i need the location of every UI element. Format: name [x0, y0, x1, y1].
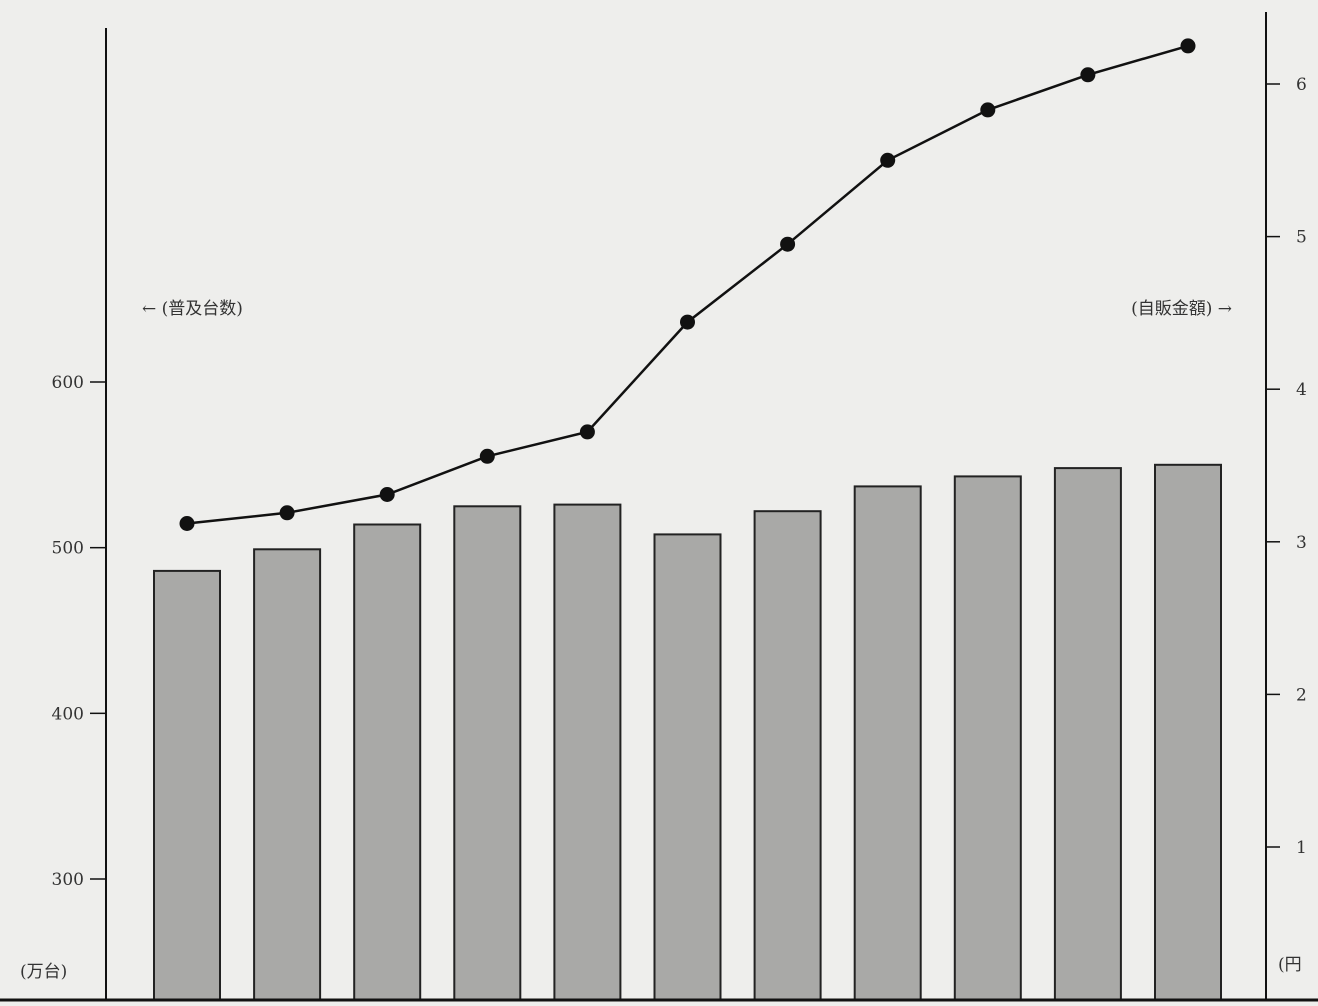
right-tick-label: 5 [1296, 228, 1307, 248]
right-tick-label: 1 [1296, 838, 1307, 858]
line-point [379, 487, 395, 502]
line-point [579, 424, 595, 440]
right-series-label: (自販金額) → [1131, 299, 1232, 319]
line-point [680, 314, 695, 330]
bar [653, 533, 722, 1002]
line-point [1080, 67, 1096, 83]
left-series-label: ← (普及台数) [142, 299, 243, 319]
left-axis-ticks: 300 400 500 600 [52, 373, 106, 890]
bar [353, 523, 422, 1001]
bar-series [153, 463, 1222, 1002]
bar [853, 485, 922, 1001]
bar [453, 505, 522, 1002]
line-point [479, 448, 495, 464]
line-point [179, 516, 195, 531]
line-point [1180, 38, 1196, 54]
left-tick-label: 600 [52, 373, 84, 393]
bar [553, 503, 622, 1001]
bar [253, 548, 322, 1001]
left-tick-label: 300 [52, 870, 84, 890]
line-point [279, 505, 295, 521]
bar [953, 475, 1022, 1001]
right-axis-ticks: 1 2 3 4 5 6 [1266, 75, 1307, 858]
right-tick-label: 6 [1296, 75, 1307, 95]
left-axis-unit: (万台) [20, 962, 67, 982]
line-point [880, 152, 896, 168]
line-path [186, 44, 1189, 525]
right-tick-label: 4 [1296, 380, 1307, 400]
bar [1053, 467, 1122, 1002]
left-tick-label: 400 [52, 704, 84, 724]
left-tick-label: 500 [52, 539, 84, 559]
bar [753, 510, 822, 1001]
bar [153, 569, 221, 1002]
right-tick-label: 2 [1296, 685, 1307, 705]
right-tick-label: 3 [1296, 533, 1307, 553]
line-point [780, 236, 796, 252]
axes [0, 12, 1318, 1002]
right-axis-unit: (円 [1278, 955, 1302, 975]
line-point [980, 102, 996, 118]
line-series [179, 38, 1196, 531]
bar [1154, 463, 1222, 1001]
